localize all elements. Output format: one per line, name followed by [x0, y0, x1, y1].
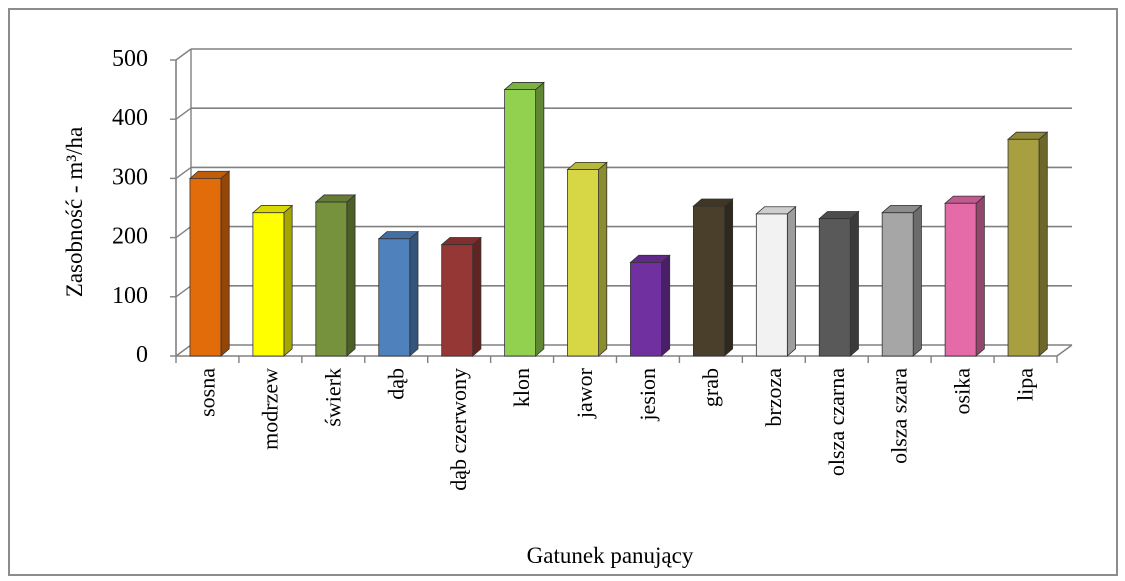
category-label: świerk: [320, 368, 345, 427]
bars: [188, 81, 1049, 357]
gridline-edge: [175, 226, 192, 239]
y-tick-label: 200: [112, 224, 148, 250]
category-label: dąb: [383, 368, 408, 400]
bar-side: [598, 161, 608, 357]
bar: [629, 254, 671, 357]
y-axis-title: Zasobność - m³/ha: [62, 127, 87, 297]
bar: [503, 81, 545, 357]
bar: [314, 194, 357, 357]
category-label: modrzew: [257, 368, 282, 450]
bar-side: [409, 230, 419, 357]
bar-side: [220, 170, 230, 357]
category-label: sosna: [194, 368, 219, 417]
category-label: dąb czerwony: [446, 368, 471, 491]
bar-front: [692, 205, 725, 357]
bar-side: [283, 204, 293, 357]
category-label: jawor: [572, 367, 597, 419]
y-tick-label: 0: [136, 342, 148, 368]
bar: [440, 236, 483, 357]
bar-side: [346, 194, 356, 357]
category-label: olsza szara: [887, 368, 912, 464]
y-tick-label: 400: [112, 105, 148, 131]
category-labels: sosna modrzew świerk dąb dąb czerwony klon jaw…: [194, 367, 1037, 490]
bar: [188, 170, 231, 357]
bar-front: [252, 212, 285, 357]
bar-side: [849, 210, 859, 357]
gridline-edge: [175, 344, 192, 357]
bar-side: [1038, 131, 1048, 357]
bar: [692, 198, 734, 357]
category-label: grab: [698, 368, 723, 407]
gridline-edge: [175, 107, 192, 120]
bar: [755, 205, 797, 357]
floor-right-edge: [1056, 344, 1073, 357]
bar-front: [441, 244, 474, 357]
gridline-edge: [175, 166, 192, 179]
bar: [818, 210, 860, 357]
gridline-edge: [175, 285, 192, 298]
y-tick-labels: 0 100 200 300 400 500: [112, 46, 148, 368]
category-label: osika: [950, 368, 975, 415]
bar: [1006, 131, 1049, 357]
category-label: olsza czarna: [824, 368, 849, 476]
category-label: jesion: [635, 368, 660, 422]
category-label: klon: [509, 368, 534, 407]
bar-front: [881, 212, 914, 357]
bar-front: [378, 238, 411, 357]
x-axis-title: Gatunek panujący: [527, 543, 694, 568]
bar-front: [567, 169, 599, 357]
gridline-edge: [175, 48, 192, 61]
gridlines: [175, 48, 1072, 357]
bar-side: [535, 81, 545, 357]
y-tick-label: 100: [112, 283, 148, 309]
bar-front: [1007, 138, 1040, 357]
y-tick-label: 300: [112, 164, 148, 190]
bar-front: [315, 201, 348, 357]
bar-side: [912, 204, 922, 357]
bar: [944, 195, 986, 357]
bar-front: [630, 262, 662, 357]
bar-front: [504, 89, 537, 357]
bar-side: [661, 254, 671, 357]
bar: [377, 230, 420, 357]
bar-side: [786, 205, 796, 357]
bar-side: [472, 236, 482, 357]
bar-front: [755, 213, 788, 357]
bar: [881, 204, 923, 357]
category-label: brzoza: [761, 368, 786, 427]
bar: [566, 161, 608, 357]
category-label: lipa: [1013, 368, 1038, 401]
bar-front: [189, 177, 222, 357]
bar-side: [975, 195, 985, 357]
bar-front: [818, 218, 851, 357]
y-tick-label: 500: [112, 46, 148, 72]
bar: [251, 204, 294, 357]
bar-side: [723, 198, 734, 357]
bar-front: [944, 202, 977, 357]
